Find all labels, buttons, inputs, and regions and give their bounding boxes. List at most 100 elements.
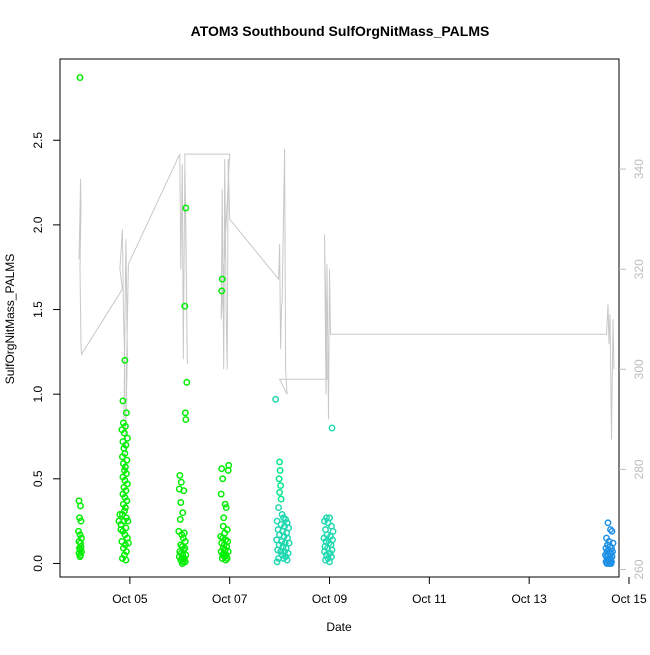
series-2 [272,395,337,566]
data-point [218,554,226,562]
data-point [222,504,230,512]
data-point [76,553,84,561]
data-point [328,424,336,432]
data-point [277,482,285,490]
data-point [76,514,83,522]
data-point [181,409,189,417]
data-point [219,522,227,530]
data-point [180,487,188,495]
x-tick-label: Oct 13 [511,592,547,606]
data-point [117,526,125,534]
data-point [176,515,184,523]
data-point [75,527,82,535]
data-point [276,458,284,466]
data-point [277,548,285,556]
data-point [119,397,127,405]
data-point [77,502,84,510]
data-point [122,470,130,478]
plot-frame [59,58,620,578]
data-point [122,556,130,564]
data-point [178,560,186,567]
secondary-line [78,149,615,465]
y-axis: 0.0 0.5 1.0 1.5 2.0 2.5 [31,132,60,572]
data-point [177,478,185,486]
y-tick-label: 0.5 [31,470,45,487]
x-tick-label: Oct 05 [112,592,148,606]
data-point [77,517,85,525]
x-tick-label: Oct 09 [312,592,348,606]
data-point [277,495,285,503]
data-point [177,499,185,506]
y-tick-label: 0.0 [31,555,45,572]
data-point [277,521,285,528]
right-tick-label: 300 [632,359,646,379]
data-point [218,287,226,295]
data-point [124,539,132,547]
data-point [182,416,190,424]
data-point [275,475,283,483]
data-point [280,532,288,540]
data-point [121,463,129,471]
data-point [220,514,228,522]
series-1 [275,458,285,503]
series-0 [75,74,233,567]
right-axis: 260 280 300 320 340 [619,159,646,580]
data-point [181,302,189,310]
data-point [123,480,131,488]
data-point [321,517,328,525]
data-point [176,471,184,479]
data-point [118,453,126,461]
data-point [607,560,615,567]
right-tick-label: 280 [632,459,646,479]
data-point [124,517,132,525]
data-point [278,510,286,518]
data-point [285,539,293,547]
data-point [120,429,128,437]
data-point [272,395,280,403]
data-point [604,519,612,527]
secondary-line-layer [78,149,615,465]
data-point [219,475,227,483]
series-3 [602,519,617,567]
data-point [275,504,283,512]
data-point [76,74,84,82]
data-point [182,551,190,559]
data-point [121,504,129,512]
data-point [278,551,286,559]
data-point [218,275,226,283]
data-point [122,409,130,417]
x-tick-label: Oct 07 [212,592,248,606]
y-tick-label: 1.0 [31,386,45,403]
data-point [182,204,190,212]
data-point [118,554,126,562]
y-tick-label: 2.0 [31,216,45,233]
right-tick-label: 320 [632,259,646,279]
data-point [218,465,226,473]
data-point [282,515,290,523]
data-point [326,558,333,566]
right-tick-label: 260 [632,559,646,579]
points-layer [75,74,617,567]
chart-title: ATOM3 Southbound SulfOrgNitMass_PALMS [191,23,490,39]
data-point [116,510,124,518]
data-point [603,560,611,567]
data-point [329,527,337,535]
data-point [324,519,332,527]
data-point [276,466,284,474]
data-point [76,531,84,539]
data-point [123,434,131,442]
data-point [179,509,187,517]
data-point [181,538,189,545]
data-point [118,510,126,518]
x-axis-label: Date [326,620,352,634]
data-point [276,488,284,496]
data-point [224,466,232,474]
data-point [221,500,229,508]
data-point [283,556,291,564]
data-point [280,554,288,562]
y-tick-label: 1.5 [31,301,45,318]
data-point [115,517,123,525]
data-point [608,527,616,535]
